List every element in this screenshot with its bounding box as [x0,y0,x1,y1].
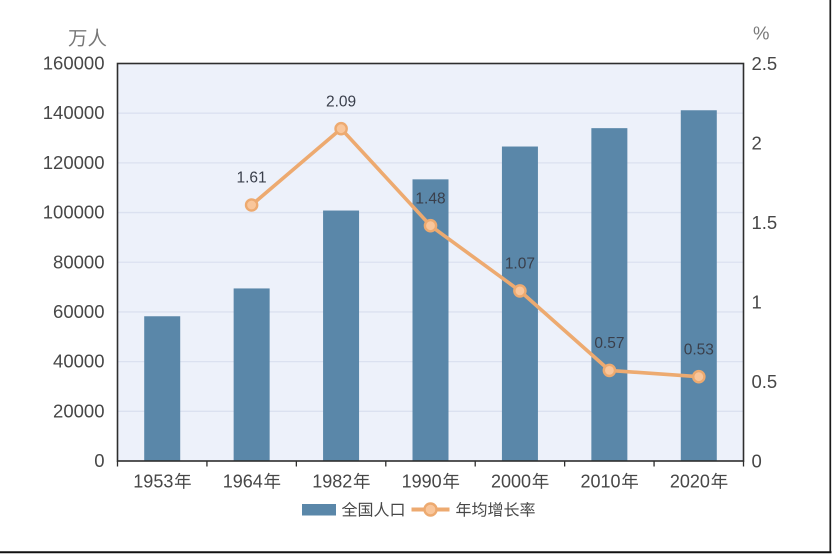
svg-text:140000: 140000 [43,102,105,123]
svg-text:1.48: 1.48 [415,190,445,207]
svg-text:1990: 1990 [402,472,442,492]
svg-text:1964: 1964 [223,472,263,492]
svg-text:2010: 2010 [581,472,621,492]
svg-text:160000: 160000 [43,53,105,74]
svg-text:1982: 1982 [312,472,352,492]
svg-text:0: 0 [752,451,762,472]
svg-text:2000: 2000 [491,472,531,492]
svg-text:2.5: 2.5 [752,53,778,74]
svg-text:0.53: 0.53 [684,341,714,358]
svg-text:60000: 60000 [53,301,104,322]
svg-text:2.09: 2.09 [326,93,356,110]
svg-text:1.07: 1.07 [505,256,535,273]
svg-text:1: 1 [752,292,762,313]
svg-text:1.5: 1.5 [752,212,778,233]
svg-text:1.61: 1.61 [237,170,267,187]
svg-text:100000: 100000 [43,202,105,223]
svg-text:20000: 20000 [53,400,104,421]
svg-text:0.57: 0.57 [594,335,624,352]
svg-text:0: 0 [94,450,104,471]
svg-text:80000: 80000 [53,251,104,272]
svg-text:2020: 2020 [670,472,710,492]
svg-text:2: 2 [752,133,762,154]
svg-text:0.5: 0.5 [752,371,778,392]
svg-text:120000: 120000 [43,152,105,173]
svg-text:40000: 40000 [53,351,104,372]
svg-text:1953: 1953 [133,472,173,492]
svg-text:%: % [753,23,769,44]
